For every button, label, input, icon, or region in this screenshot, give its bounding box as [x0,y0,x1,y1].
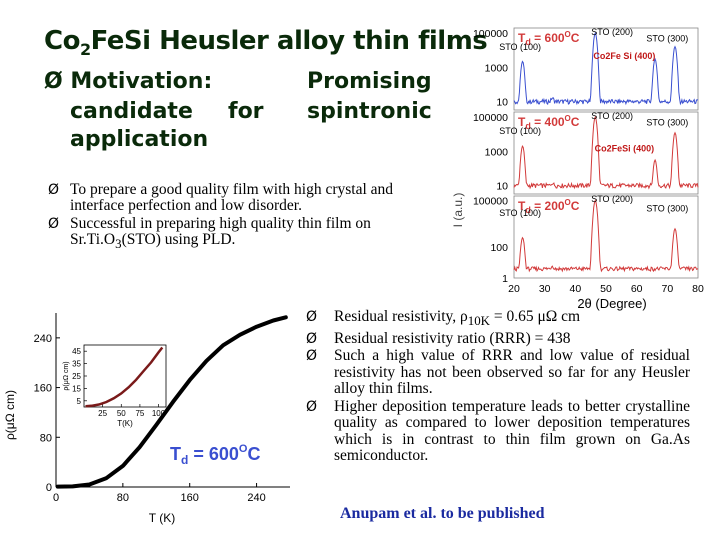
rho-inset-frame [83,344,167,408]
xrd-td-label: Td = 600OC [518,30,580,47]
rho-x-tick-label: 240 [247,492,265,504]
rho-y-tick-label: 160 [34,383,52,395]
xrd-td-label: Td = 200OC [518,198,580,215]
bullet-item: Ø Residual resistivity, ρ10K = 0.65 μΩ cm [306,308,581,329]
rho-y-tick-label: 80 [40,432,52,444]
xrd-peak-label: STO (100) [499,42,541,52]
rho-inset-y-tick-label: 35 [72,360,81,369]
xrd-peak-label: STO (200) [591,27,633,37]
arrow-bullet-icon: Ø [48,182,60,198]
xrd-td-label: Td = 400OC [518,114,580,131]
arrow-bullet-icon: Ø [306,309,318,325]
xrd-plot-frame [513,195,699,279]
rho-inset-x-tick-label: 75 [135,409,144,418]
xrd-peak-label: STO (200) [591,194,633,204]
xrd-y-tick-label: 10 [496,96,508,108]
bullets-right: Ø Residual resistivity, ρ10K = 0.65 μΩ cm… [306,308,690,466]
rho-curve [55,315,288,489]
motivation-word: for [228,99,264,124]
arrow-bullet-icon: Ø [48,216,60,232]
bullet-item: Ø Such a high value of RRR and low value … [306,347,690,398]
rho-inset-ylabel: ρ(μΩ cm) [63,361,70,390]
rho-inset-y-tick-label: 15 [72,384,81,393]
motivation-heading: Ø Motivation: [44,69,213,94]
xrd-ylabel: I (a.u.) [451,193,465,228]
xrd-peak-label: Co2FeSi (400) [595,143,655,153]
xrd-y-tick-label: 10 [496,180,508,192]
xrd-x-tick-label: 70 [661,283,673,295]
rho-inset-x-tick-label: 100 [152,409,166,418]
xrd-peak-label: STO (300) [646,118,688,128]
rho-y-tick-label: 240 [34,333,52,345]
xrd-peak-label: STO (200) [591,111,633,121]
xrd-x-tick-label: 20 [508,283,520,295]
slide-title: Co2FeSi Heusler alloy thin films [44,26,488,60]
rho-inset-y-tick-label: 5 [77,397,82,406]
arrow-bullet-icon: Ø [44,69,63,94]
arrow-bullet-icon: Ø [306,398,318,415]
xrd-plot-frame [513,27,699,111]
rho-ylabel: ρ(μΩ cm) [3,390,17,440]
xrd-panel: 100000 1000 10 Td = 600OC STO (200) STO (100)… [473,27,699,111]
arrow-bullet-icon: Ø [306,330,318,347]
xrd-x-tick-label: 40 [569,283,581,295]
resistivity-chart: 0 80 160 240 0 80 160 240 T (K) ρ(μΩ cm) Td = 6… [3,313,290,525]
bullet-item: Ø Higher deposition temperature leads to … [306,397,690,465]
xrd-plot-frame [513,111,699,195]
rho-x-tick-label: 160 [181,492,199,504]
xrd-xlabel: 2θ (Degree) [577,296,646,311]
arrow-bullet-icon: Ø [306,348,318,365]
xrd-peak-label: STO (300) [646,34,688,44]
bullets-top: Ø To prepare a good quality film with hig… [48,182,428,254]
rho-inset-xlabel: T(K) [117,419,133,428]
xrd-y-tick-label: 100000 [473,28,508,40]
xrd-panel: 100000 1000 10 Td = 400OC STO (200) STO (100)… [473,111,699,195]
xrd-y-tick-label: 100 [490,242,508,254]
xrd-peak-label: STO (300) [646,203,688,213]
xrd-y-tick-label: 1000 [485,146,509,158]
rho-x-tick-label: 0 [53,492,59,504]
motivation-word: candidate [70,99,193,124]
motivation-word: Promising [307,69,432,94]
rho-inset-y-tick-label: 45 [72,347,81,356]
rho-td-annotation: Td = 600OC [170,443,260,467]
rho-xlabel: T (K) [149,511,175,525]
bullet-item: Ø Residual resistivity ratio (RRR) = 438 [306,329,571,347]
xrd-y-tick-label: 1000 [485,62,509,74]
xrd-y-tick-label: 100000 [473,112,508,124]
xrd-y-tick-label: 1 [502,273,508,285]
rho-inset-curve [85,346,164,408]
rho-inset-x-tick-label: 25 [98,409,107,418]
rho-x-tick-label: 80 [117,492,129,504]
rho-y-tick-label: 0 [46,482,52,494]
xrd-peak-label: STO (100) [499,126,541,136]
xrd-x-tick-label: 50 [600,283,612,295]
xrd-trace [513,31,699,106]
motivation-word: application [70,127,209,152]
xrd-y-tick-label: 100000 [473,196,508,208]
xrd-x-tick-label: 30 [539,283,551,295]
motivation-word: spintronic [307,99,432,124]
xrd-chart: 100000 1000 10 Td = 600OC STO (200) STO (100)… [451,27,704,311]
citation: Anupam et al. to be published [340,505,545,522]
xrd-x-tick-label: 80 [692,283,704,295]
xrd-panel: 100000 100 1 Td = 200OC STO (200) STO (100) ST… [473,194,699,285]
bullet-item: Ø Successful in preparing high quality th… [48,215,371,252]
xrd-x-tick-label: 60 [631,283,643,295]
xrd-trace [513,115,699,190]
bullet-item: Ø To prepare a good quality film with hig… [48,181,394,214]
xrd-peak-label: Co2Fe Si (400) [593,51,655,61]
rho-inset-y-tick-label: 25 [72,372,81,381]
rho-inset-x-tick-label: 50 [117,409,126,418]
xrd-trace [513,199,699,273]
xrd-peak-label: STO (100) [499,208,541,218]
